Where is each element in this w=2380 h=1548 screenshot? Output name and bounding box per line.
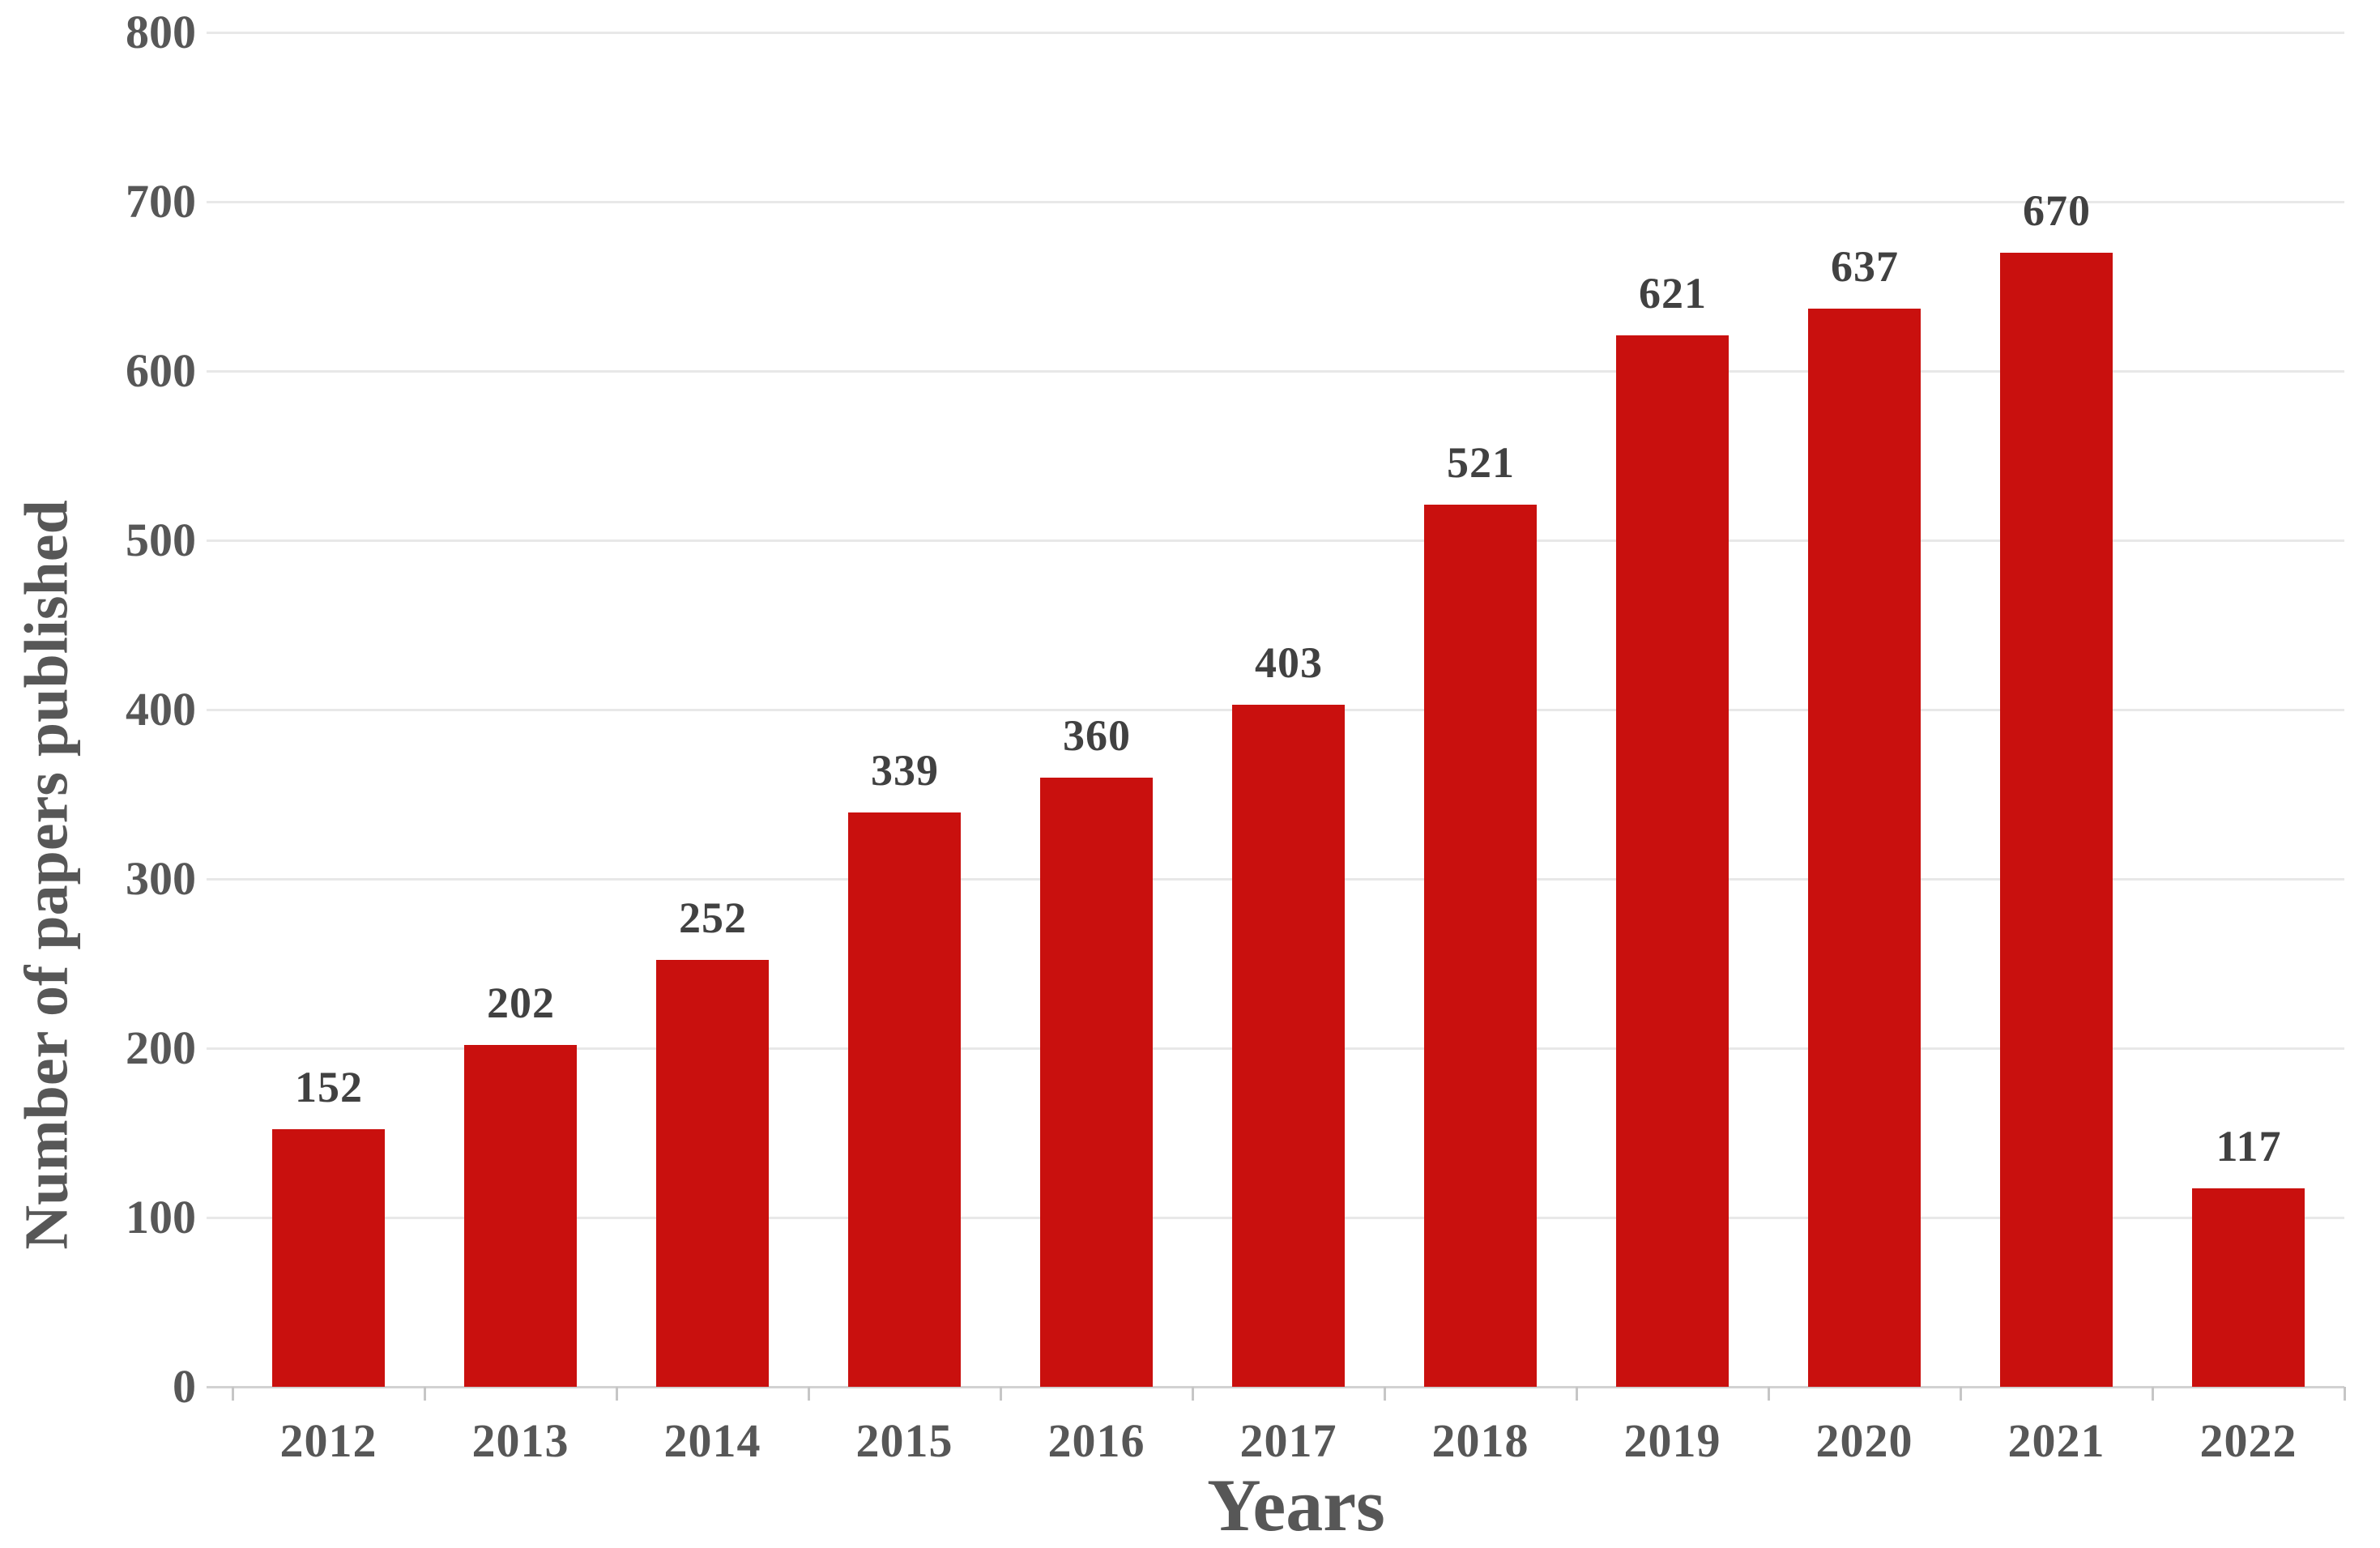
bar-2018 <box>1424 505 1537 1387</box>
x-axis-title: Years <box>1207 1464 1385 1546</box>
y-axis-tick-label: 300 <box>126 852 196 905</box>
x-axis-tick <box>1384 1387 1386 1401</box>
y-axis-tick-label: 100 <box>126 1191 196 1243</box>
bar-data-label: 621 <box>1639 269 1707 318</box>
x-axis-tick <box>424 1387 426 1401</box>
y-axis-tick-label: 700 <box>126 175 196 228</box>
bar-2016 <box>1040 778 1153 1387</box>
bar-2017 <box>1232 705 1345 1387</box>
bar-data-label: 339 <box>871 746 939 795</box>
x-axis-tick-label: 2018 <box>1431 1414 1529 1467</box>
x-axis-tick <box>1768 1387 1770 1401</box>
x-axis-tick <box>1192 1387 1194 1401</box>
bar-data-label: 252 <box>679 893 747 942</box>
x-axis-tick-label: 2020 <box>1815 1414 1913 1467</box>
x-axis-tick <box>1000 1387 1002 1401</box>
bar-2019 <box>1616 335 1729 1387</box>
bar-data-label: 360 <box>1063 711 1131 760</box>
y-axis-tick-label: 500 <box>126 514 196 566</box>
x-axis-tick-label: 2021 <box>2007 1414 2105 1467</box>
x-axis-tick <box>1960 1387 1962 1401</box>
bar-data-label: 117 <box>2216 1122 2282 1171</box>
x-axis-tick-label: 2017 <box>1239 1414 1337 1467</box>
x-axis-tick-label: 2012 <box>279 1414 377 1467</box>
x-axis-tick <box>1576 1387 1578 1401</box>
x-axis-tick-label: 2013 <box>471 1414 569 1467</box>
x-axis-tick-label: 2014 <box>663 1414 761 1467</box>
x-axis-tick <box>232 1387 234 1401</box>
y-axis-tick-label: 400 <box>126 683 196 736</box>
plot-area: 152 202 252 339 360 403 521 621 637 670 117 <box>207 31 2346 1401</box>
bar-data-label: 152 <box>295 1063 363 1111</box>
bar-2020 <box>1808 309 1921 1387</box>
bar-data-label: 202 <box>487 979 555 1027</box>
x-axis-tick <box>616 1387 618 1401</box>
y-axis-tick-label: 800 <box>126 6 196 58</box>
y-axis-tick-label: 0 <box>173 1360 196 1413</box>
bar-data-label: 403 <box>1255 638 1323 687</box>
x-axis-tick-label: 2016 <box>1047 1414 1145 1467</box>
bar-data-label: 670 <box>2023 186 2091 235</box>
x-axis-tick <box>2152 1387 2154 1401</box>
gridline <box>207 539 2344 542</box>
gridline <box>207 31 2344 34</box>
y-axis-tick-label: 200 <box>126 1021 196 1074</box>
bar-2021 <box>2000 253 2113 1387</box>
x-axis-tick-label: 2015 <box>855 1414 953 1467</box>
gridline <box>207 200 2344 203</box>
x-axis-tick-label: 2019 <box>1623 1414 1721 1467</box>
bar-data-label: 637 <box>1831 242 1899 291</box>
bar-2012 <box>272 1129 385 1387</box>
bar-2022 <box>2192 1188 2305 1387</box>
bar-2015 <box>848 812 961 1387</box>
x-axis-tick <box>2344 1387 2346 1401</box>
gridline <box>207 369 2344 373</box>
bar-2013 <box>464 1045 577 1387</box>
x-axis-line <box>207 1385 2344 1388</box>
x-axis-tick-label: 2022 <box>2199 1414 2297 1467</box>
y-axis-tick-label: 600 <box>126 344 196 397</box>
bar-data-label: 521 <box>1447 438 1515 487</box>
x-axis-tick <box>808 1387 810 1401</box>
bar-2014 <box>656 960 769 1387</box>
